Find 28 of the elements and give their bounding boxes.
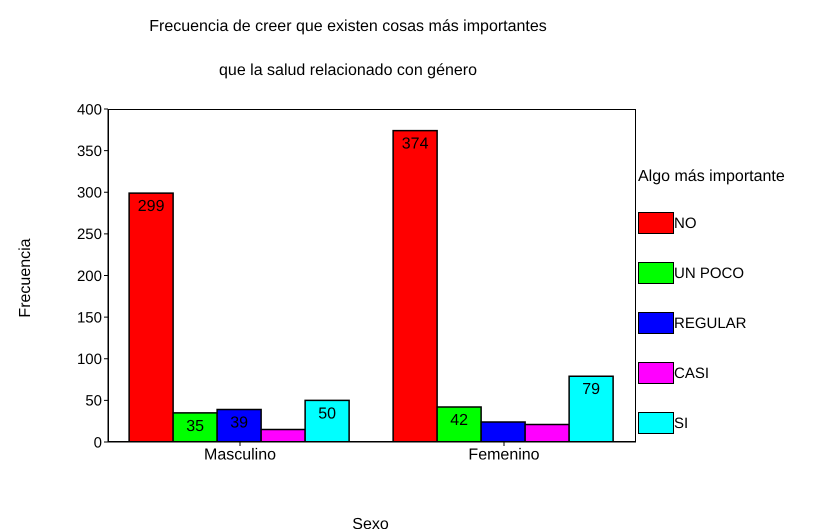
data-label: 374	[402, 136, 429, 153]
data-label: 299	[138, 198, 165, 216]
x-axis-title: Sexo	[351, 516, 390, 529]
data-label: 79	[582, 381, 600, 398]
chart-subtitle: que la salud relacionado con género	[218, 62, 478, 80]
y-axis-title: Frecuencia	[17, 238, 35, 318]
x-tick-label: Femenino	[468, 446, 540, 464]
data-label: 50	[318, 405, 336, 422]
data-label: 35	[186, 418, 204, 435]
data-label: 39	[230, 414, 248, 432]
y-tick-label: 250	[76, 226, 102, 244]
y-tick-label: 200	[76, 268, 102, 285]
legend-label: UN POCO	[674, 264, 744, 282]
legend-label: SI	[674, 414, 688, 432]
legend-label: REGULAR	[674, 314, 747, 332]
y-tick-label: 400	[76, 101, 102, 118]
x-tick-label: Masculino	[204, 446, 276, 464]
y-tick-label: 150	[76, 309, 102, 326]
chart-title: Frecuencia de creer que existen cosas más importantes	[148, 18, 548, 36]
y-tick-label: 0	[94, 434, 102, 452]
y-tick-label: 350	[76, 142, 102, 160]
legend-label: CASI	[674, 364, 710, 382]
data-label: 42	[450, 412, 468, 430]
y-tick-label: 300	[76, 184, 102, 202]
legend-label: NO	[674, 214, 696, 232]
legend-title: Algo más importante	[638, 168, 785, 186]
y-tick-label: 100	[76, 351, 102, 368]
y-tick-label: 50	[85, 392, 102, 410]
